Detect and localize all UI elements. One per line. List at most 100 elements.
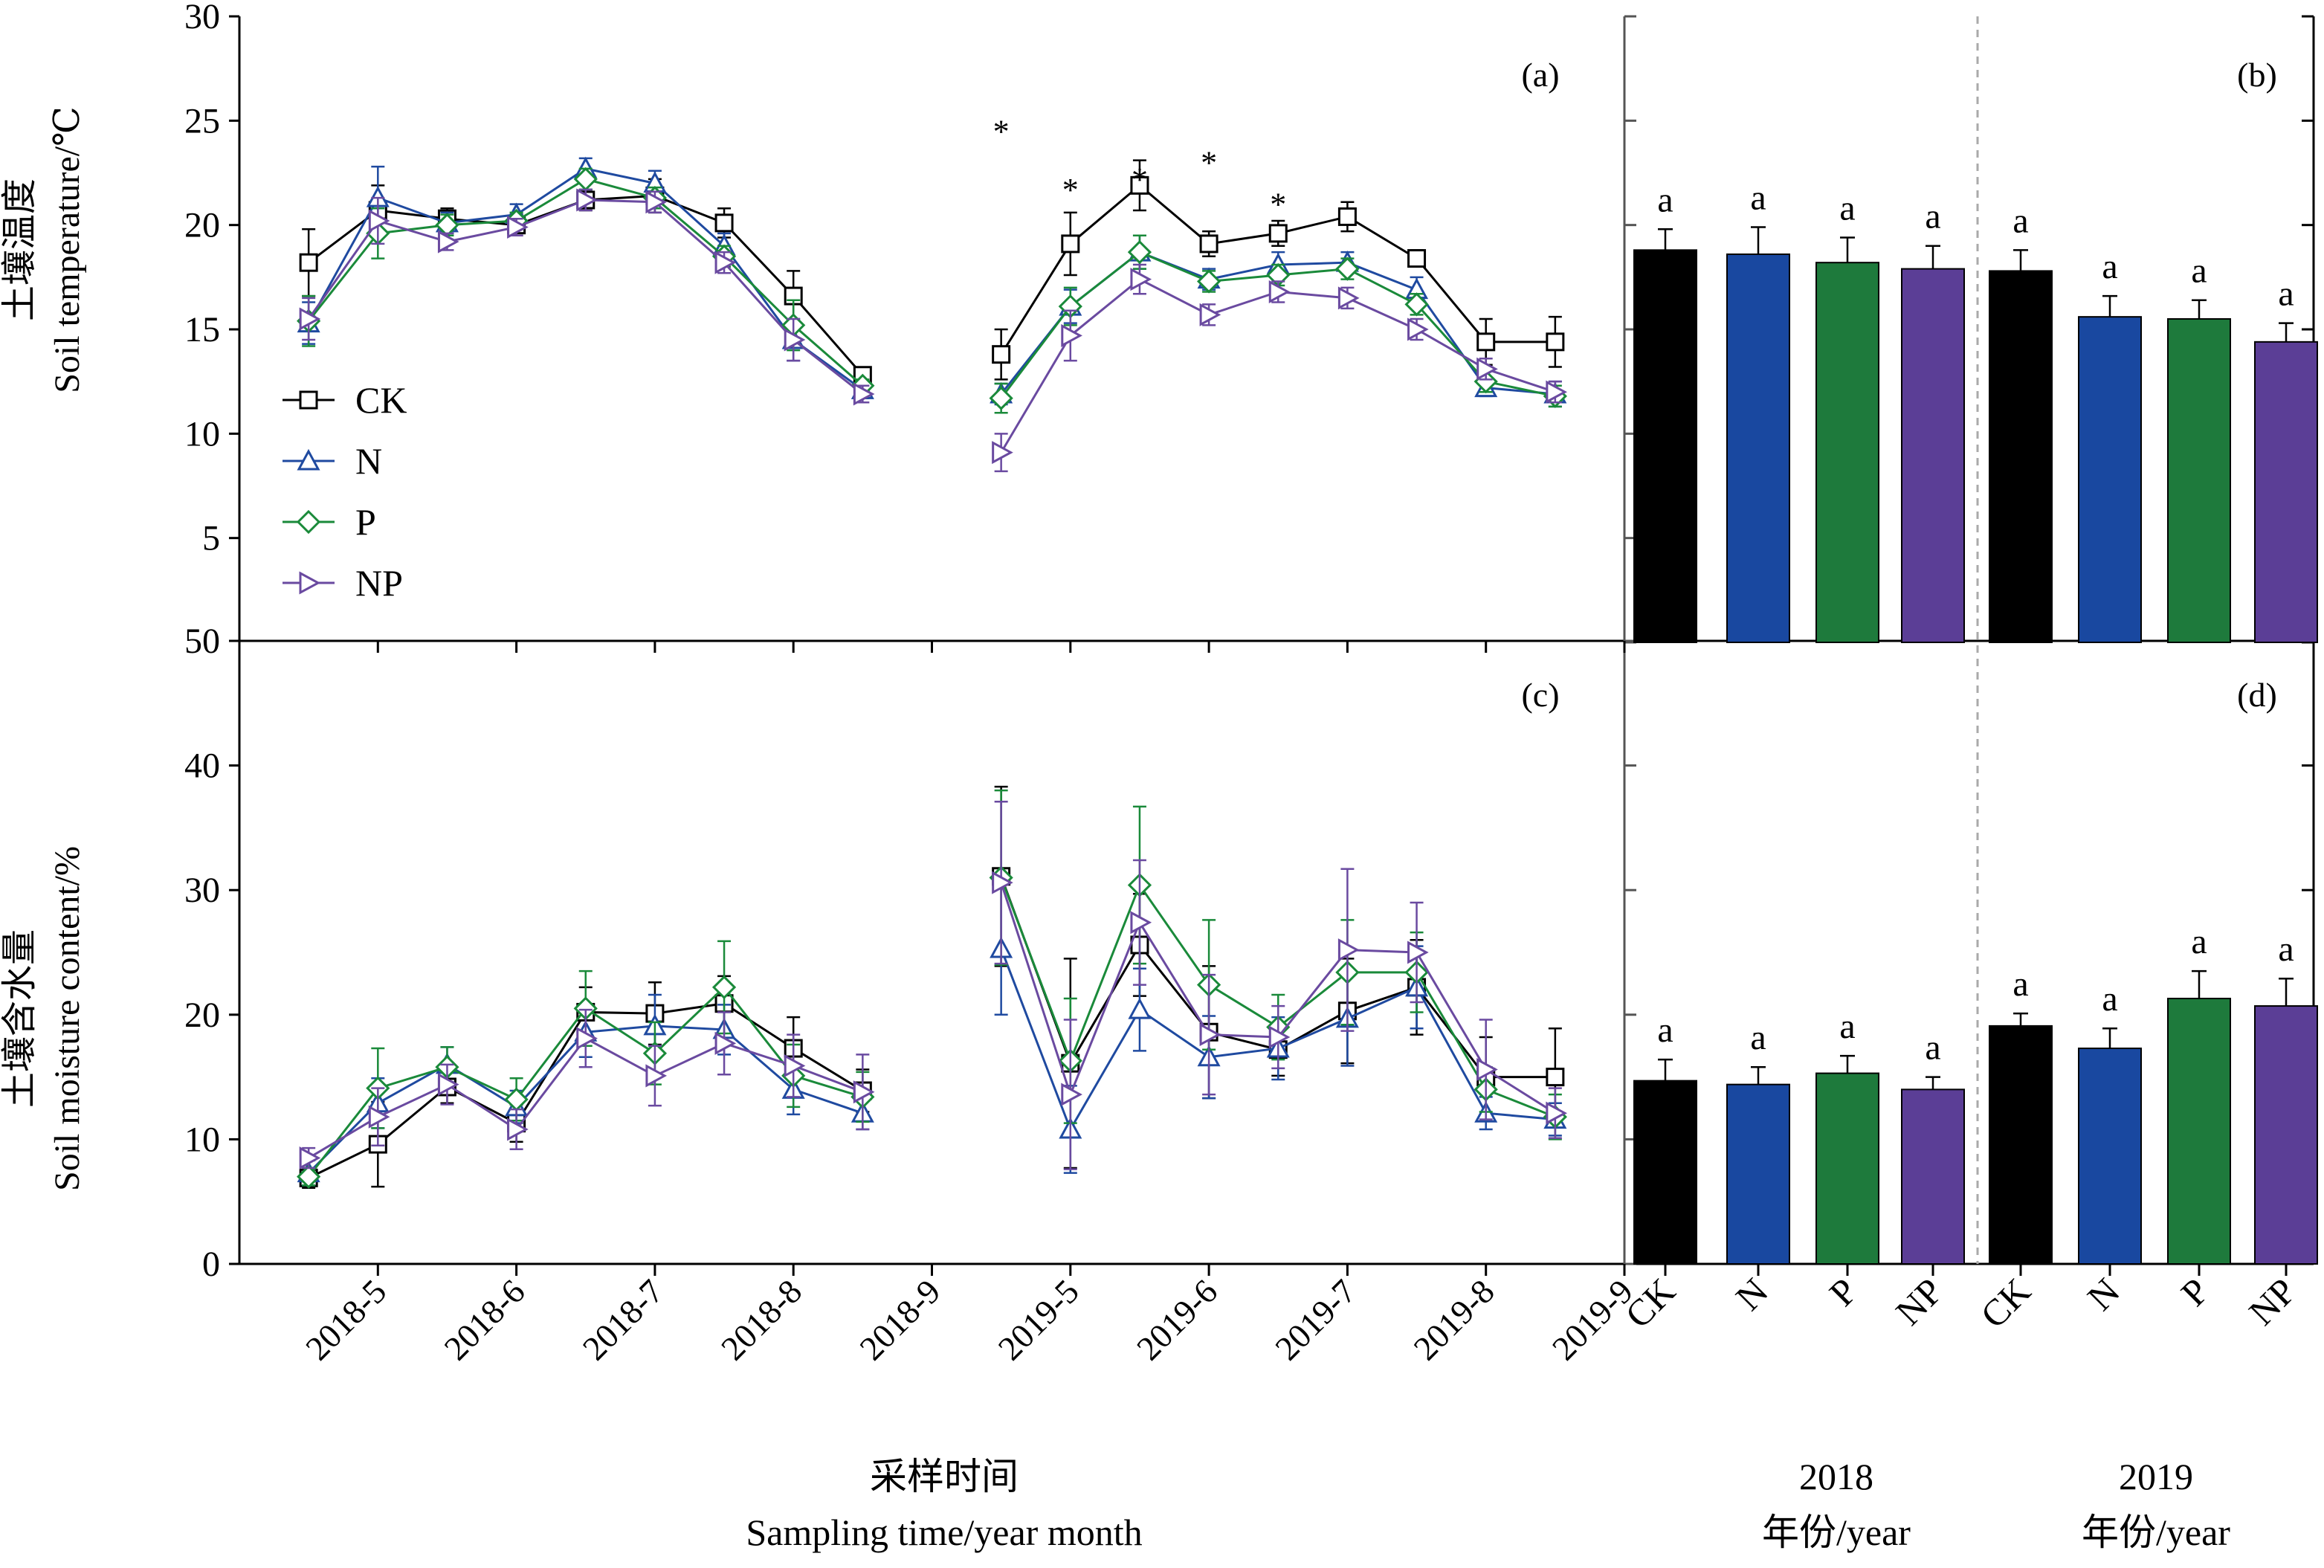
data-point-P xyxy=(504,1087,529,1112)
y-tick-label: 20 xyxy=(184,206,220,245)
significance-star: * xyxy=(1270,187,1286,223)
significance-star: * xyxy=(993,113,1010,149)
top-ylabel-en: Soil temperature/℃ xyxy=(48,106,87,393)
data-point-CK xyxy=(1407,249,1427,268)
x-tick-label: 2019-6 xyxy=(1129,1272,1224,1367)
data-point-P xyxy=(989,386,1013,410)
bar-P xyxy=(2167,998,2231,1265)
significance-letter: a xyxy=(1750,1018,1766,1057)
panel-d-bar-chart: a a a a a a a a xyxy=(1633,922,2318,1265)
significance-letter: a xyxy=(1657,180,1673,219)
significance-letter: a xyxy=(2102,247,2117,286)
series-line-NP xyxy=(307,199,864,396)
bottom-y-axis: 0 10 20 30 40 50 xyxy=(184,622,239,1284)
significance-letter: a xyxy=(2102,979,2117,1019)
bar-category-label: N xyxy=(2079,1270,2128,1318)
data-point-N xyxy=(1128,997,1152,1019)
triangle-up-icon xyxy=(297,448,320,471)
diamond-icon xyxy=(296,509,321,535)
bar-P xyxy=(1815,262,1879,643)
significance-letter: a xyxy=(1839,189,1855,228)
data-point-NP xyxy=(1130,911,1152,935)
xlabel-cn: 采样时间 xyxy=(870,1456,1019,1497)
y-tick-label: 50 xyxy=(184,622,220,661)
bar-P xyxy=(1815,1072,1879,1265)
x-tick-label: 2019-5 xyxy=(991,1272,1086,1367)
data-point-NP xyxy=(645,1064,668,1088)
top-y-title: 土壤温度 Soil temperature/℃ xyxy=(0,106,87,393)
bar-N xyxy=(2078,1048,2142,1265)
year-2019-unit: 年份/year xyxy=(2082,1511,2230,1553)
series-line-CK xyxy=(308,194,864,376)
data-point-NP xyxy=(992,871,1013,894)
data-point-NP xyxy=(507,215,529,239)
x-tick-label: 2018-8 xyxy=(714,1272,809,1367)
year-2019-label: 2019 xyxy=(2119,1456,2193,1497)
x-tick-label: 2019-7 xyxy=(1268,1272,1363,1367)
panel-label-c: (c) xyxy=(1521,676,1559,714)
bar-category-label: NP xyxy=(2241,1270,2304,1333)
data-point-NP xyxy=(299,1146,321,1170)
bottom-y-title: 土壤含水量 Soil moisture content/% xyxy=(0,846,87,1191)
bar-CK xyxy=(1989,1025,2053,1265)
data-point-CK xyxy=(1199,234,1219,254)
x-tick-label: 2019-9 xyxy=(1545,1272,1640,1367)
legend-label: NP xyxy=(355,562,403,604)
y-tick-label: 10 xyxy=(184,1120,220,1159)
top-y-axis: 5 10 15 20 25 30 xyxy=(184,0,239,558)
bar-N xyxy=(2078,316,2142,643)
data-point-NP xyxy=(576,1027,598,1051)
data-point-P xyxy=(1127,240,1152,265)
panel-label-b: (b) xyxy=(2237,56,2277,94)
bar-category-label: CK xyxy=(1617,1270,1683,1336)
y-tick-label: 30 xyxy=(184,0,220,36)
data-point-NP xyxy=(1476,1058,1498,1082)
data-point-NP xyxy=(1476,357,1498,381)
data-point-NP xyxy=(992,441,1013,465)
data-point-NP xyxy=(437,230,459,254)
data-point-CK xyxy=(1337,207,1357,226)
significance-star: * xyxy=(1132,161,1148,198)
xlabel-en: Sampling time/year month xyxy=(746,1511,1142,1553)
data-point-P xyxy=(1404,292,1429,317)
significance-star: * xyxy=(1201,144,1217,181)
bar-N xyxy=(1726,1083,1790,1265)
significance-letter: a xyxy=(2278,929,2294,969)
data-point-NP xyxy=(784,1054,806,1078)
panel-label-a: (a) xyxy=(1521,56,1559,94)
significance-letter: a xyxy=(1925,197,1940,236)
data-point-CK xyxy=(1061,234,1080,254)
legend-label: CK xyxy=(355,379,407,421)
data-point-CK xyxy=(992,345,1011,364)
data-point-CK xyxy=(299,253,318,272)
panel-b-bar-chart: a a a a a a a a xyxy=(1633,178,2318,643)
data-point-NP xyxy=(368,1105,390,1129)
data-point-NP xyxy=(368,209,390,233)
data-point-P xyxy=(711,975,737,1000)
data-point-CK xyxy=(1130,175,1149,195)
data-point-P xyxy=(1196,269,1221,294)
triangle-right-icon xyxy=(299,571,321,595)
data-point-NP xyxy=(1407,317,1429,341)
bar-CK xyxy=(1633,1080,1697,1265)
data-point-P xyxy=(297,1164,321,1189)
year-2018-label: 2018 xyxy=(1799,1456,1873,1497)
significance-letter: a xyxy=(2012,964,2028,1004)
x-tick-label: 2018-6 xyxy=(436,1272,532,1367)
data-point-NP xyxy=(1546,1101,1567,1125)
significance-letter: a xyxy=(1839,1007,1855,1046)
y-tick-label: 25 xyxy=(184,101,220,141)
legend: CK NP NP xyxy=(283,379,407,604)
data-point-NP xyxy=(1268,280,1291,303)
y-tick-label: 20 xyxy=(184,996,220,1035)
significance-letter: a xyxy=(1657,1010,1673,1050)
significance-star: * xyxy=(1062,172,1079,208)
significance-letter: a xyxy=(1925,1028,1940,1068)
data-point-P xyxy=(1335,257,1360,281)
data-point-NP xyxy=(1199,1023,1221,1047)
data-point-NP xyxy=(1546,380,1567,404)
y-tick-label: 10 xyxy=(184,414,220,454)
series-P xyxy=(297,167,1567,414)
data-point-NP xyxy=(714,1031,737,1055)
